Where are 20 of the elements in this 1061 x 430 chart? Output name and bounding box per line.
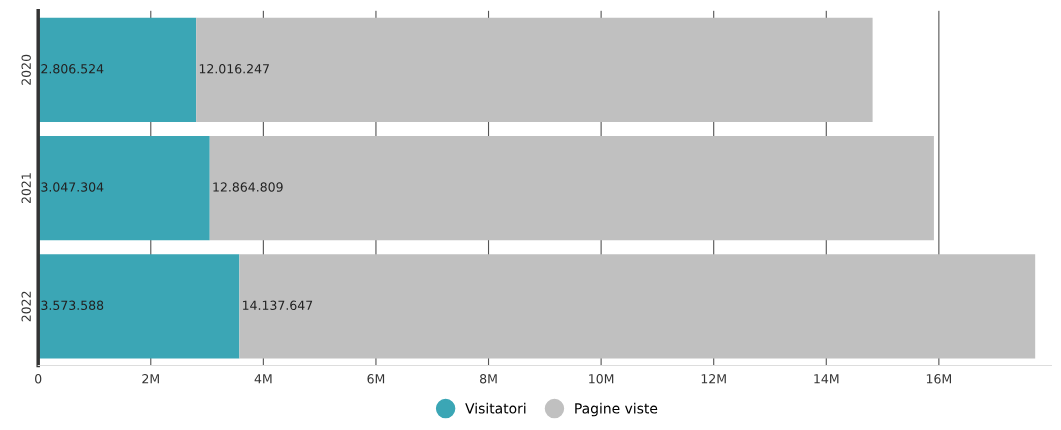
x-tick-label: 2M [142, 374, 159, 384]
x-tick-label: 10M [589, 374, 614, 384]
x-tick-label: 14M [814, 374, 839, 384]
data-label: 12.016.247 [199, 64, 269, 74]
data-label: 2.806.524 [41, 64, 104, 74]
x-tick-label: 6M [367, 374, 385, 384]
x-tick-label: 4M [254, 374, 272, 384]
y-tick-label: 2020 [21, 54, 31, 85]
data-label: 14.137.647 [242, 300, 313, 310]
data-label: 3.047.304 [41, 182, 104, 192]
x-tick-label: 12M [701, 374, 726, 384]
data-label: 3.573.588 [41, 300, 104, 310]
x-tick-label: 8M [480, 374, 497, 384]
x-tick-label: 0 [35, 374, 42, 384]
y-tick-label: 2022 [21, 291, 31, 322]
y-tick-label: 2021 [21, 173, 31, 204]
data-label: 12.864.809 [213, 182, 283, 192]
x-tick-label: 16M [926, 374, 951, 384]
legend-label: Pagine viste [575, 402, 658, 417]
legend-label: Visitatori [465, 402, 526, 414]
